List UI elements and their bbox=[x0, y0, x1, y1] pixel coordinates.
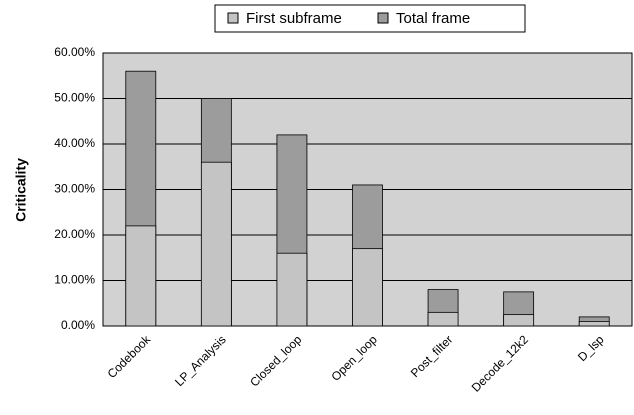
bar bbox=[200, 161, 232, 327]
bar bbox=[578, 321, 610, 327]
x-tick-label: LP_Analysis bbox=[172, 332, 229, 389]
y-tick-label: 30.00% bbox=[54, 182, 95, 196]
y-tick-label: 50.00% bbox=[54, 91, 95, 105]
y-tick-label: 20.00% bbox=[54, 227, 95, 241]
legend-label: First subframe bbox=[246, 10, 342, 27]
legend bbox=[214, 4, 526, 33]
y-axis-label: Criticality bbox=[13, 158, 29, 222]
x-tick-label: Post_filter bbox=[408, 332, 456, 380]
x-tick-label: Decode_12k2 bbox=[469, 332, 531, 394]
bar bbox=[352, 248, 383, 327]
y-tick-label: 40.00% bbox=[54, 136, 95, 150]
legend-swatch bbox=[377, 12, 389, 24]
legend-swatch bbox=[227, 12, 239, 24]
y-tick-label: 60.00% bbox=[54, 45, 95, 59]
x-tick-label: Closed_loop bbox=[247, 332, 304, 389]
bar bbox=[276, 252, 308, 327]
legend-label: Total frame bbox=[396, 10, 470, 27]
bar bbox=[427, 311, 459, 327]
x-tick-label: Open_loop bbox=[328, 332, 380, 384]
x-tick-label: D_lsp bbox=[575, 332, 607, 364]
x-tick-label: Codebook bbox=[105, 332, 154, 381]
y-tick-label: 0.00% bbox=[61, 318, 95, 332]
y-tick-label: 10.00% bbox=[54, 273, 95, 287]
bar bbox=[503, 314, 535, 327]
bar bbox=[125, 225, 157, 327]
